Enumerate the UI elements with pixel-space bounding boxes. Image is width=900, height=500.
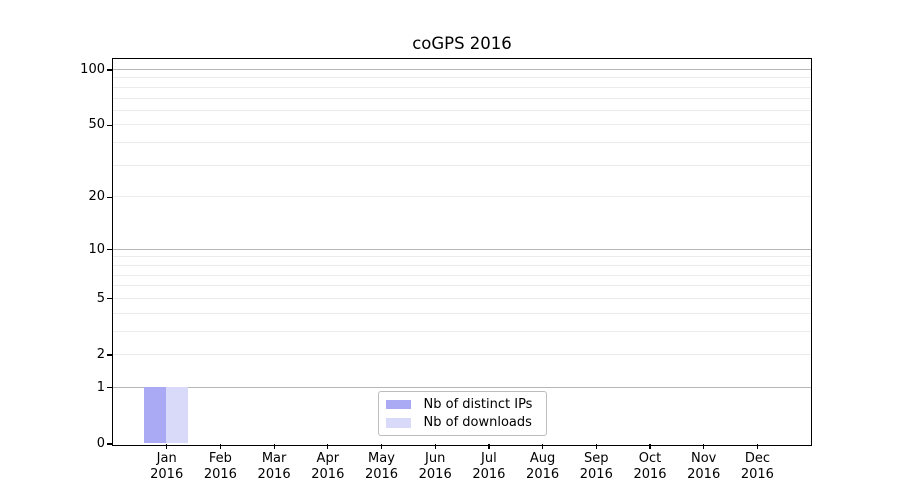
x-tick <box>166 444 168 449</box>
gridline-minor <box>113 142 811 144</box>
x-tick-label-year: 2016 <box>150 467 184 482</box>
y-tick <box>106 69 112 71</box>
x-tick-label-year: 2016 <box>203 467 237 482</box>
x-tick-label-month: Dec <box>744 451 770 466</box>
gridline-minor <box>113 312 811 314</box>
gridline-minor <box>113 330 811 332</box>
x-tick <box>273 444 275 449</box>
x-tick-label-month: Jan <box>156 451 177 466</box>
legend-label-downloads: Nb of downloads <box>423 415 532 431</box>
x-tick <box>380 444 383 449</box>
gridline-minor <box>113 297 811 299</box>
x-tick <box>488 444 490 449</box>
bar-distinct-ips <box>144 387 167 444</box>
x-tick <box>756 444 759 449</box>
plot-area <box>112 57 812 446</box>
gridline-minor <box>113 164 811 166</box>
x-tick-label: Oct 2016 <box>620 451 680 483</box>
y-tick-label: 20 <box>88 189 105 205</box>
x-tick-label-year: 2016 <box>311 467 345 482</box>
x-tick-label: Apr 2016 <box>298 451 358 483</box>
legend-entry-distinct-ips: Nb of distinct IPs <box>385 396 538 412</box>
y-tick <box>106 387 112 389</box>
x-tick-label: Dec 2016 <box>727 451 787 483</box>
y-tick-label: 100 <box>80 62 105 77</box>
legend-swatch-distinct-ips <box>385 399 411 409</box>
x-tick-label-month: Mar <box>261 451 287 466</box>
x-tick-label: Jan 2016 <box>137 451 197 483</box>
x-tick-label: Jul 2016 <box>459 451 519 483</box>
gridline-minor <box>113 274 811 276</box>
gridline-minor <box>113 77 811 79</box>
x-tick-label-month: Apr <box>316 451 340 466</box>
x-tick-label-year: 2016 <box>687 467 721 482</box>
legend-label-distinct-ips: Nb of distinct IPs <box>423 396 533 412</box>
x-tick-label-month: Aug <box>529 451 556 466</box>
x-tick-label-month: Sep <box>584 451 609 466</box>
gridline-major <box>113 248 811 250</box>
y-tick-label: 2 <box>96 347 105 362</box>
legend: Nb of distinct IPs Nb of downloads <box>377 391 547 436</box>
x-tick-label-year: 2016 <box>526 467 560 482</box>
gridline-minor <box>113 285 811 287</box>
y-tick-label: 50 <box>88 117 105 133</box>
x-tick-label-year: 2016 <box>633 467 667 482</box>
x-tick-label-month: Nov <box>691 451 717 466</box>
x-tick <box>542 444 544 449</box>
x-tick-label: Mar 2016 <box>244 451 304 483</box>
gridline-minor <box>113 124 811 126</box>
y-tick <box>106 124 112 126</box>
x-tick-label: May 2016 <box>352 451 412 483</box>
bar-downloads <box>166 387 189 444</box>
chart-title: coGPS 2016 <box>412 34 512 53</box>
x-tick-label-year: 2016 <box>579 467 613 482</box>
x-tick-label: Nov 2016 <box>674 451 734 483</box>
x-tick-label-year: 2016 <box>257 467 291 482</box>
y-tick <box>106 443 112 445</box>
x-tick-label-year: 2016 <box>364 467 399 482</box>
gridline-minor <box>113 109 811 111</box>
gridline-minor <box>113 256 811 258</box>
y-tick <box>106 249 112 251</box>
gridline-minor <box>113 86 811 88</box>
x-tick-label-month: Jun <box>425 451 446 466</box>
x-tick-label-month: Oct <box>638 451 662 466</box>
x-tick-label-year: 2016 <box>740 467 774 482</box>
x-tick-label-year: 2016 <box>472 467 506 482</box>
x-tick-label: Sep 2016 <box>566 451 626 483</box>
x-tick-label-month: May <box>368 451 395 466</box>
x-tick <box>703 444 705 449</box>
gridline-minor <box>113 264 811 266</box>
x-tick <box>219 444 221 449</box>
gridline-major <box>113 69 811 70</box>
y-tick <box>106 354 112 356</box>
legend-entry-downloads: Nb of downloads <box>385 415 538 431</box>
gridline-minor <box>113 354 811 355</box>
gridline-major <box>113 386 811 388</box>
x-tick-label: Jun 2016 <box>405 451 465 483</box>
y-tick-label: 10 <box>88 241 105 257</box>
x-tick-label: Feb 2016 <box>190 451 250 483</box>
y-tick <box>106 196 112 198</box>
x-tick <box>434 444 436 449</box>
x-tick <box>595 444 597 449</box>
y-tick-label: 0 <box>96 436 105 451</box>
x-tick <box>327 444 329 449</box>
x-tick-label-month: Jul <box>481 451 497 466</box>
y-tick <box>106 298 112 300</box>
y-tick-label: 5 <box>96 290 105 306</box>
legend-swatch-downloads <box>385 418 411 428</box>
x-tick-label: Aug 2016 <box>513 451 573 483</box>
gridline-minor <box>113 196 811 198</box>
x-tick-label-year: 2016 <box>418 467 452 482</box>
x-tick-label-month: Feb <box>208 451 232 466</box>
y-tick-label: 1 <box>96 379 105 395</box>
x-tick <box>649 444 651 449</box>
gridline-minor <box>113 97 811 99</box>
